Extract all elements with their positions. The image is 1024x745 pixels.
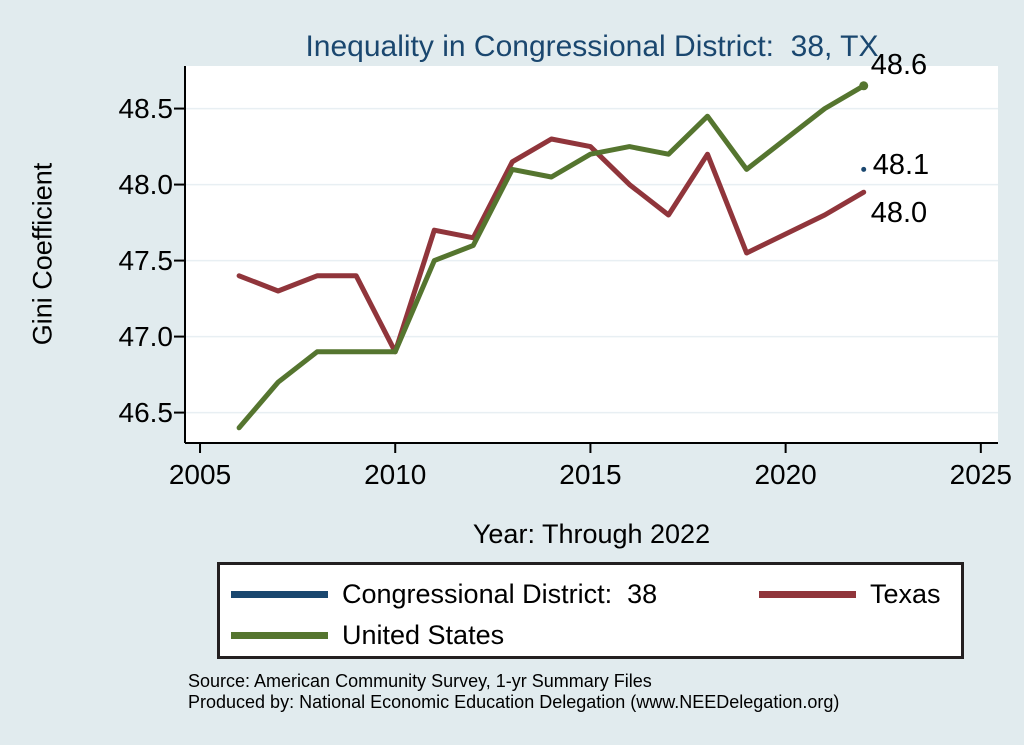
cd38-marker (861, 166, 867, 172)
x-tick-label: 2025 (949, 459, 1012, 490)
y-tick-label: 48.0 (118, 168, 174, 200)
x-axis-title: Year: Through 2022 (472, 519, 711, 549)
x-tick-label: 2005 (168, 459, 232, 490)
x-tick-label: 2015 (559, 459, 622, 490)
cd38-end-label: 48.1 (872, 149, 930, 182)
us-line (236, 83, 867, 431)
texas-line (236, 136, 867, 355)
legend-swatch-texas (759, 591, 856, 598)
us-marker (859, 81, 869, 91)
x-tick-label: 2010 (364, 459, 427, 490)
legend-swatch-us (231, 632, 328, 639)
y-tick-label: 47.5 (118, 244, 174, 276)
plot-area (185, 66, 998, 443)
legend-label-texas: Texas (870, 579, 941, 609)
legend-label-us: United States (342, 620, 505, 650)
legend-box: Congressional District: 38 Texas United … (217, 562, 964, 659)
legend-swatch-cd38 (231, 591, 328, 598)
y-tick-label: 47.0 (118, 320, 174, 352)
texas-end-label: 48.0 (870, 197, 928, 230)
x-tick-label: 2020 (754, 459, 817, 490)
chart-title: Inequality in Congressional District: 38… (305, 30, 879, 63)
y-axis-title: Gini Coefficient (27, 162, 58, 346)
source-line-1: Source: American Community Survey, 1-yr … (188, 671, 652, 691)
us-end-label: 48.6 (870, 48, 928, 81)
source-line-2: Produced by: National Economic Education… (188, 691, 840, 712)
source-note: Source: American Community Survey, 1-yr … (188, 671, 839, 712)
y-tick-label: 46.5 (118, 396, 174, 428)
y-tick-label: 48.5 (118, 92, 174, 124)
legend-label-cd38: Congressional District: 38 (342, 579, 658, 609)
